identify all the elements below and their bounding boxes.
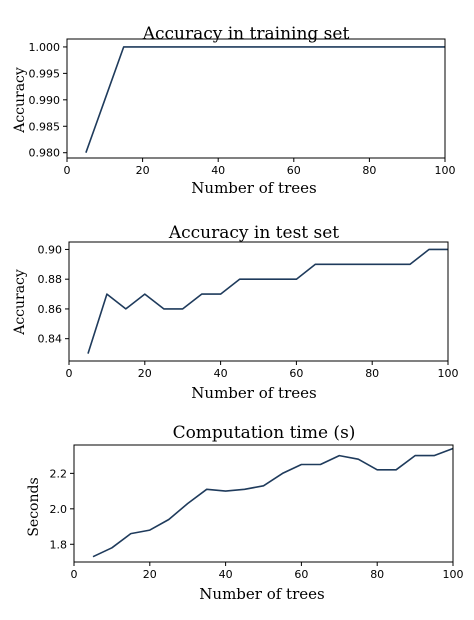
series-line	[85, 46, 445, 153]
y-tick-label: 0.995	[29, 67, 61, 80]
x-tick-label: 20	[136, 164, 150, 177]
axes-frame	[66, 38, 446, 159]
y-tick-label: 0.990	[29, 94, 61, 107]
x-tick-label: 20	[143, 568, 157, 581]
chart-title: Accuracy in training set	[142, 24, 350, 44]
x-tick-label: 80	[370, 568, 384, 581]
series-line	[87, 248, 448, 354]
computation-time-chart: Computation time (s) Seconds Number of t…	[26, 423, 464, 603]
x-tick-label: 100	[438, 367, 459, 380]
x-tick-label: 60	[287, 164, 301, 177]
x-tick-label: 0	[71, 568, 78, 581]
series-line	[92, 447, 454, 558]
y-tick-label: 0.985	[29, 120, 61, 133]
y-tick-label: 1.8	[50, 538, 68, 551]
test-accuracy-chart: Accuracy in test set Accuracy Number of …	[12, 223, 459, 402]
chart-title: Computation time (s)	[173, 423, 356, 443]
y-axis-label: Accuracy	[12, 67, 28, 134]
x-tick-label: 0	[64, 164, 71, 177]
y-axis-label: Accuracy	[12, 269, 28, 336]
x-tick-label: 40	[211, 164, 225, 177]
chart-title: Accuracy in test set	[168, 223, 339, 243]
y-tick-label: 1.000	[29, 41, 61, 54]
x-tick-label: 60	[294, 568, 308, 581]
x-tick-label: 60	[289, 367, 303, 380]
x-axis-label: Number of trees	[191, 179, 316, 197]
y-axis-label: Seconds	[26, 477, 42, 536]
x-tick-label: 80	[362, 164, 376, 177]
y-tick-label: 2.2	[50, 467, 68, 480]
x-tick-label: 0	[66, 367, 73, 380]
training-accuracy-chart: Accuracy in training set Accuracy Number…	[12, 24, 456, 197]
y-tick-label: 2.0	[50, 503, 68, 516]
y-tick-label: 0.86	[38, 303, 63, 316]
x-tick-label: 100	[435, 164, 456, 177]
axes-frame	[68, 241, 449, 362]
y-tick-label: 0.90	[38, 243, 63, 256]
y-tick-label: 0.88	[38, 273, 63, 286]
x-tick-label: 40	[214, 367, 228, 380]
x-tick-label: 40	[219, 568, 233, 581]
x-tick-label: 80	[365, 367, 379, 380]
x-axis-label: Number of trees	[191, 384, 316, 402]
x-tick-label: 20	[138, 367, 152, 380]
axes-frame	[73, 444, 454, 563]
y-tick-label: 0.84	[38, 333, 63, 346]
x-axis-label: Number of trees	[199, 585, 324, 603]
y-tick-label: 0.980	[29, 147, 61, 160]
x-tick-label: 100	[443, 568, 464, 581]
